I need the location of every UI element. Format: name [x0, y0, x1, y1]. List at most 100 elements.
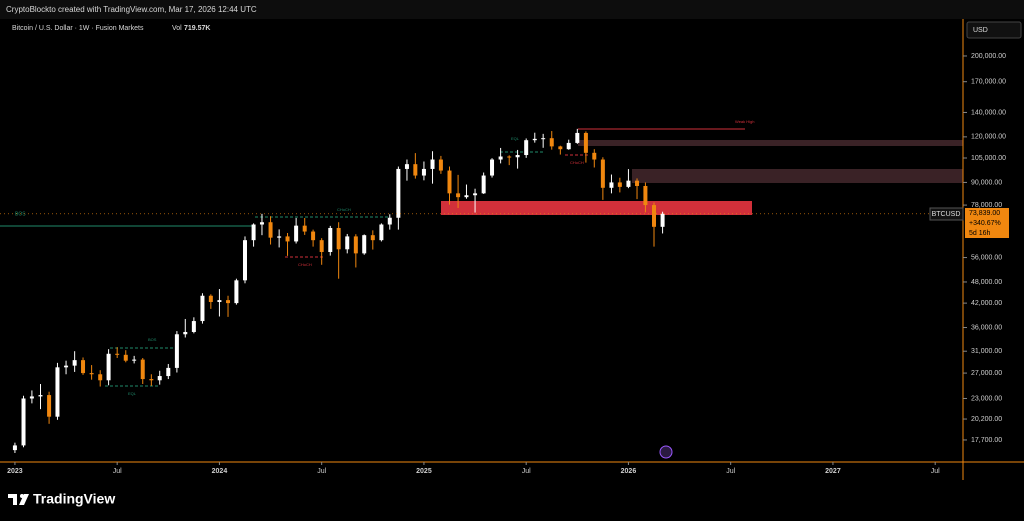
candle-body: [89, 373, 94, 375]
candle-body: [643, 185, 648, 206]
y-tick-label: 90,000.00: [971, 179, 1002, 186]
y-tick-label: 170,000.00: [971, 79, 1006, 86]
annotation: EQL: [511, 136, 520, 141]
header-bar: [0, 0, 1024, 19]
annotation: CHoCH: [337, 207, 351, 212]
candle-body: [379, 224, 384, 241]
x-tick-label: 2027: [825, 468, 841, 475]
candle-body: [651, 205, 656, 227]
candle-body: [174, 334, 179, 368]
candle-body: [47, 395, 52, 417]
candle-body: [115, 353, 120, 355]
x-tick-label: Jul: [726, 468, 735, 475]
candle-body: [345, 236, 350, 250]
candle-body: [183, 331, 188, 335]
candle-body: [549, 138, 554, 147]
event-icon[interactable]: [659, 445, 673, 459]
candle-body: [635, 180, 640, 186]
candle-body: [438, 159, 443, 171]
y-tick-label: 200,000.00: [971, 53, 1006, 60]
candle-body: [413, 164, 418, 176]
candle-body: [64, 365, 69, 368]
candle-body: [490, 159, 495, 176]
candle-body: [336, 227, 341, 250]
y-tick-label: 48,000.00: [971, 279, 1002, 286]
candle-body: [234, 280, 239, 304]
candle-body: [600, 159, 605, 188]
y-tick-label: 105,000.00: [971, 155, 1006, 162]
candle-body: [191, 321, 196, 332]
candle-body: [81, 360, 86, 374]
candle-body: [430, 159, 435, 169]
annotation: EQL: [128, 391, 137, 396]
candle-body: [140, 359, 145, 380]
x-tick-label: Jul: [113, 468, 122, 475]
candle-body: [617, 182, 622, 187]
candle-body: [200, 295, 205, 322]
y-tick-label: 78,000.00: [971, 202, 1002, 209]
candle-body: [592, 152, 597, 160]
y-tick-label: 42,000.00: [971, 300, 1002, 307]
x-tick-label: 2024: [212, 468, 228, 475]
candle-body: [362, 235, 367, 254]
candle-body: [277, 236, 282, 238]
candle-body: [566, 142, 571, 150]
candle-body: [98, 374, 103, 381]
candle-body: [328, 227, 333, 253]
volume-value: 719.57K: [184, 25, 210, 32]
symbol: BTCUSD: [932, 211, 961, 218]
y-tick-label: 36,000.00: [971, 324, 1002, 331]
y-tick-label: 20,200.00: [971, 416, 1002, 423]
order-block: [441, 201, 752, 215]
supply-zone: [578, 140, 963, 146]
candle-body: [132, 359, 137, 361]
y-tick-label: 27,000.00: [971, 370, 1002, 377]
header-text: CryptoBlockto created with TradingView.c…: [6, 5, 257, 14]
y-tick-label: 140,000.00: [971, 109, 1006, 116]
brand: TradingView: [33, 491, 115, 507]
y-tick-label: 23,000.00: [971, 395, 1002, 402]
x-tick-label: Jul: [931, 468, 940, 475]
x-tick-label: 2023: [7, 468, 23, 475]
candle-body: [575, 132, 580, 143]
candle-body: [106, 353, 111, 381]
candle-body: [268, 222, 273, 238]
currency: USD: [973, 27, 988, 34]
candle-body: [21, 398, 26, 446]
candle-body: [55, 367, 60, 417]
candle-body: [498, 156, 503, 160]
annotation: BOS: [148, 337, 157, 342]
volume-label: Vol: [172, 25, 182, 32]
candle-body: [294, 225, 299, 242]
candle-body: [421, 168, 426, 176]
chart-title: Bitcoin / U.S. Dollar · 1W · Fusion Mark…: [12, 25, 144, 32]
candle-body: [473, 193, 478, 196]
candle-body: [532, 138, 537, 141]
candle-body: [515, 155, 520, 158]
logo[interactable]: TradingView: [8, 491, 115, 507]
candle-body: [12, 445, 17, 451]
candle-body: [353, 236, 358, 254]
y-tick-label: 17,700.00: [971, 437, 1002, 444]
y-tick-label: 120,000.00: [971, 134, 1006, 141]
x-tick-label: Jul: [522, 468, 531, 475]
candle-body: [558, 146, 563, 150]
candle-body: [507, 156, 512, 158]
annotation: CHoCH: [298, 262, 312, 267]
candle-body: [29, 396, 34, 399]
currency-button[interactable]: [966, 21, 1022, 39]
annotation: Weak High: [735, 119, 755, 124]
candle-body: [396, 168, 401, 218]
candle-body: [149, 379, 154, 381]
candle-body: [302, 225, 307, 232]
plot-area: Weak High BOS CHoCH CHoCH CHoCH BOS EQL …: [0, 119, 963, 454]
x-tick-label: Jul: [317, 468, 326, 475]
change: +340.67%: [969, 220, 1001, 227]
candle-body: [447, 170, 452, 194]
candle-body: [456, 193, 461, 198]
candle-body: [251, 224, 256, 241]
symbol-tag: [929, 207, 964, 221]
supply-zone: [632, 169, 963, 183]
